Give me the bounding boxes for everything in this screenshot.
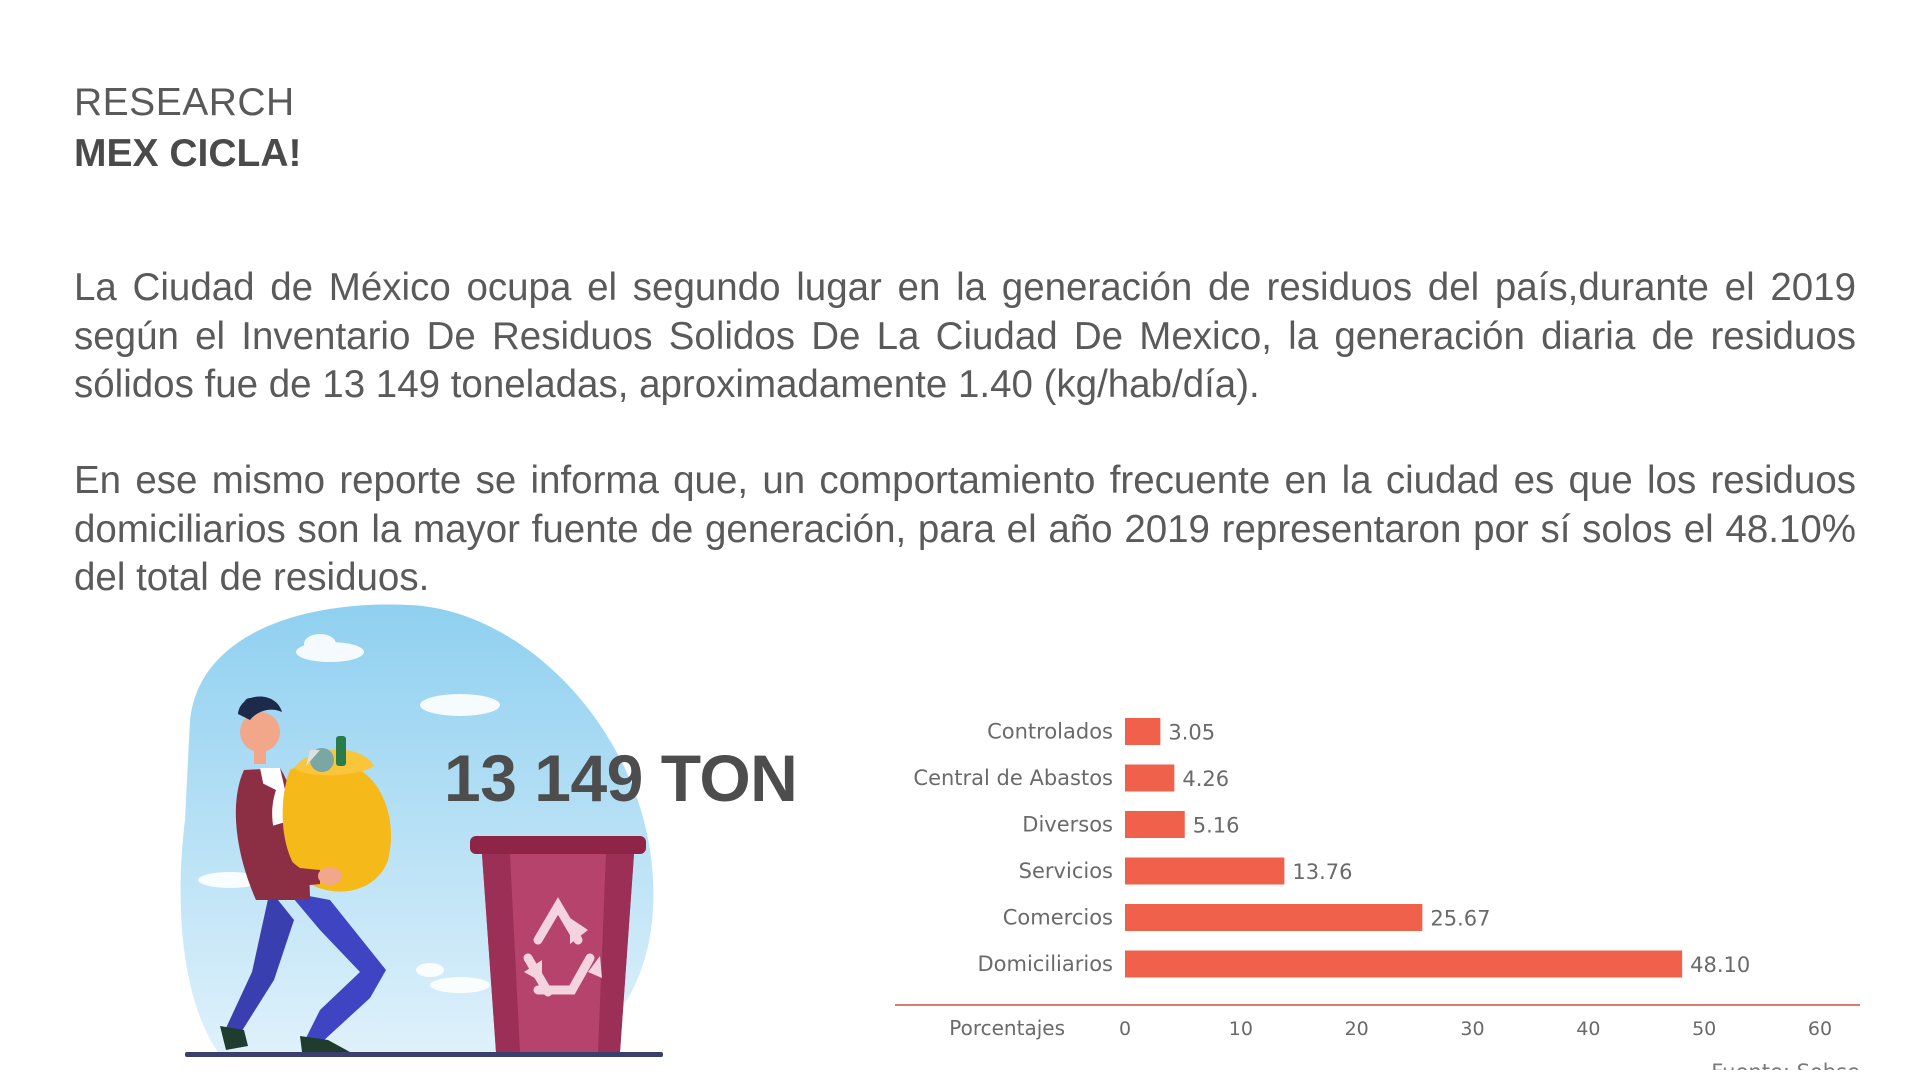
section-eyebrow: RESEARCH (74, 81, 295, 124)
source-note: Fuente: Sobse (1711, 1060, 1860, 1070)
category-label: Domiciliarios (978, 952, 1114, 976)
value-label: 25.67 (1430, 907, 1490, 931)
category-label: Central de Abastos (913, 766, 1113, 790)
cloud-icon (198, 634, 500, 993)
value-label: 5.16 (1193, 814, 1240, 838)
x-tick-label: 20 (1345, 1018, 1369, 1040)
person-carrying-trash-bag-icon (180, 604, 663, 1057)
bar-servicios (1125, 857, 1285, 885)
intro-paragraph: La Ciudad de México ocupa el segundo lug… (74, 266, 1856, 406)
category-label: Diversos (1022, 813, 1113, 837)
x-axis-title: Porcentajes (949, 1016, 1065, 1040)
category-label: Controlados (987, 720, 1113, 744)
x-tick-label: 60 (1808, 1018, 1832, 1040)
value-label: 48.10 (1690, 953, 1750, 977)
x-tick-label: 30 (1460, 1018, 1484, 1040)
bar-controlados (1125, 718, 1161, 745)
x-tick-label: 50 (1692, 1018, 1716, 1040)
bar-domiciliarios (1125, 950, 1683, 978)
x-tick-label: 10 (1229, 1018, 1253, 1040)
category-label: Comercios (1003, 906, 1113, 930)
page-title: MEX CICLA! (74, 131, 302, 175)
bar-central-de-abastos (1125, 764, 1175, 792)
trash-bin-icon (470, 836, 646, 1052)
category-label: Servicios (1019, 859, 1113, 883)
bar-comercios (1125, 904, 1423, 931)
daily-waste-figure: 13 149 TON (444, 741, 798, 815)
x-tick-label: 0 (1119, 1018, 1131, 1040)
value-label: 3.05 (1168, 721, 1215, 745)
x-tick-label: 40 (1576, 1018, 1600, 1040)
waste-by-source-bar-chart: Controlados 3.05 Central de Abastos 4.26 Div… (895, 718, 1860, 1070)
person-figure (220, 696, 392, 1052)
value-label: 13.76 (1292, 860, 1352, 884)
value-label: 4.26 (1182, 767, 1229, 791)
detail-paragraph: En ese mismo reporte se informa que, un … (74, 459, 1856, 599)
page-header: RESEARCH MEX CICLA! (74, 78, 302, 179)
bar-diversos (1125, 811, 1185, 838)
ground-line (185, 1052, 663, 1057)
